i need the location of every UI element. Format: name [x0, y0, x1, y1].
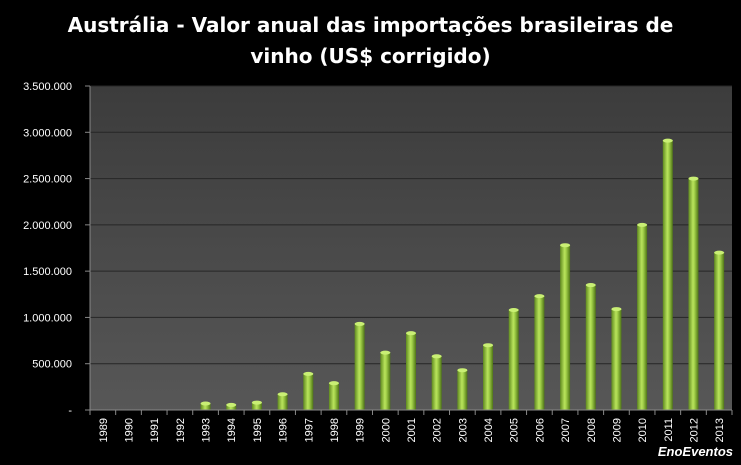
x-tick-label: 2006	[534, 418, 546, 442]
bar	[226, 404, 237, 410]
bar	[483, 345, 494, 410]
x-tick-label: 1996	[278, 418, 290, 442]
x-tick-label: 2008	[586, 418, 598, 442]
bar	[688, 178, 699, 410]
bar	[328, 383, 339, 410]
x-tick-label: 1997	[303, 418, 315, 442]
x-tick-label: 1992	[175, 418, 187, 442]
bar	[534, 296, 545, 410]
bar-top	[457, 368, 468, 373]
x-tick-label: 1999	[355, 418, 367, 442]
bar	[303, 373, 314, 410]
bar	[251, 402, 262, 410]
bar	[406, 333, 416, 410]
bar-top	[303, 371, 314, 376]
x-tick-label: 1994	[226, 418, 238, 442]
bar	[354, 323, 365, 410]
bar-top	[611, 307, 622, 312]
bar-top	[483, 343, 494, 348]
y-tick-label: 2.000.000	[23, 220, 72, 232]
bar-top	[200, 401, 211, 406]
y-tick-label: -	[68, 405, 72, 417]
x-tick-label: 1993	[201, 418, 213, 442]
x-tick-label: 2011	[663, 418, 675, 442]
bar-top	[251, 400, 262, 405]
bar-top	[380, 350, 391, 355]
bar	[200, 403, 211, 410]
bar	[637, 224, 648, 410]
y-tick-label: 500.000	[32, 359, 72, 371]
bar-top	[662, 138, 673, 143]
x-tick-label: 1998	[329, 418, 341, 442]
y-tick-label: 1.500.000	[23, 266, 72, 278]
bar	[508, 310, 519, 410]
x-tick-label: 2013	[714, 418, 726, 442]
x-tick-label: 2010	[637, 418, 649, 442]
bar-top	[637, 222, 648, 227]
bar-top	[354, 321, 365, 326]
bar	[431, 356, 442, 410]
chart-title-line-2: vinho (US$ corrigido)	[250, 44, 491, 68]
x-tick-label: 2009	[611, 418, 623, 442]
bar-top	[277, 392, 288, 397]
x-tick-label: 2001	[406, 418, 418, 442]
x-tick-label: 2000	[380, 418, 392, 442]
chart-title-line-1: Austrália - Valor anual das importações …	[67, 13, 674, 37]
bar-top	[431, 354, 442, 359]
x-tick-label: 1991	[149, 418, 161, 442]
bar	[714, 252, 725, 410]
y-tick-label: 1.000.000	[23, 312, 72, 324]
x-tick-label: 2002	[432, 418, 444, 442]
bar	[560, 245, 571, 410]
bar-top	[714, 250, 725, 255]
bar-top	[585, 283, 596, 288]
watermark-logo: EnoEventos	[657, 444, 733, 459]
bar-top	[406, 331, 416, 336]
bar	[611, 309, 622, 410]
bar	[457, 370, 468, 410]
x-tick-label: 2007	[560, 418, 572, 442]
y-tick-label: 3.000.000	[23, 127, 72, 139]
bar-top	[534, 294, 545, 299]
bar-top	[560, 243, 571, 248]
y-tick-label: 3.500.000	[23, 81, 72, 93]
chart-title: Austrália - Valor anual das importações …	[0, 10, 741, 72]
x-tick-label: 2004	[483, 418, 495, 442]
x-tick-label: 1995	[252, 418, 264, 442]
bar	[277, 394, 288, 410]
bar-top	[688, 176, 699, 181]
bar-top	[328, 381, 339, 386]
x-tick-label: 2005	[509, 418, 521, 442]
bar	[585, 285, 596, 410]
x-tick-label: 1990	[124, 418, 136, 442]
x-tick-label: 2003	[457, 418, 469, 442]
y-tick-label: 2.500.000	[23, 174, 72, 186]
bar	[380, 352, 391, 410]
bar-top	[226, 402, 237, 407]
x-tick-label: 1989	[98, 418, 110, 442]
bar-top	[508, 308, 519, 313]
bar	[662, 140, 673, 411]
x-tick-label: 2012	[688, 418, 700, 442]
